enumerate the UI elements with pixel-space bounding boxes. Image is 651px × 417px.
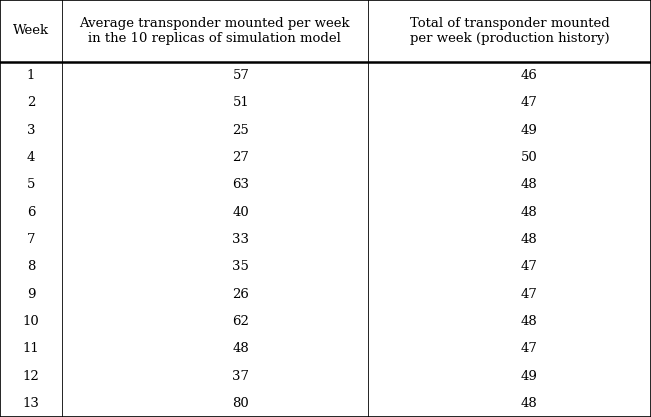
Text: 7: 7 [27, 233, 35, 246]
Text: 47: 47 [521, 287, 537, 301]
Text: 11: 11 [23, 342, 39, 355]
Text: 48: 48 [521, 397, 537, 410]
Text: 26: 26 [232, 287, 249, 301]
Text: 9: 9 [27, 287, 35, 301]
Text: 48: 48 [521, 315, 537, 328]
Text: Week: Week [13, 24, 49, 38]
Text: 48: 48 [521, 206, 537, 219]
Text: 48: 48 [232, 342, 249, 355]
Text: 10: 10 [23, 315, 39, 328]
Text: Average transponder mounted per week
in the 10 replicas of simulation model: Average transponder mounted per week in … [79, 17, 350, 45]
Text: 4: 4 [27, 151, 35, 164]
Text: 57: 57 [232, 69, 249, 82]
Text: 13: 13 [23, 397, 39, 410]
Text: 49: 49 [521, 369, 537, 382]
Text: 25: 25 [232, 123, 249, 136]
Text: 46: 46 [521, 69, 537, 82]
Text: 50: 50 [521, 151, 537, 164]
Text: 48: 48 [521, 178, 537, 191]
Text: 1: 1 [27, 69, 35, 82]
Text: 63: 63 [232, 178, 249, 191]
Text: Total of transponder mounted
per week (production history): Total of transponder mounted per week (p… [409, 17, 609, 45]
Text: 27: 27 [232, 151, 249, 164]
Text: 3: 3 [27, 123, 35, 136]
Text: 8: 8 [27, 260, 35, 273]
Text: 33: 33 [232, 233, 249, 246]
Text: 5: 5 [27, 178, 35, 191]
Text: 47: 47 [521, 342, 537, 355]
Text: 62: 62 [232, 315, 249, 328]
Text: 12: 12 [23, 369, 39, 382]
Text: 51: 51 [232, 96, 249, 109]
Text: 2: 2 [27, 96, 35, 109]
Text: 40: 40 [232, 206, 249, 219]
Text: 49: 49 [521, 123, 537, 136]
Text: 35: 35 [232, 260, 249, 273]
Text: 48: 48 [521, 233, 537, 246]
Text: 80: 80 [232, 397, 249, 410]
Text: 37: 37 [232, 369, 249, 382]
Text: 6: 6 [27, 206, 35, 219]
Text: 47: 47 [521, 96, 537, 109]
Text: 47: 47 [521, 260, 537, 273]
